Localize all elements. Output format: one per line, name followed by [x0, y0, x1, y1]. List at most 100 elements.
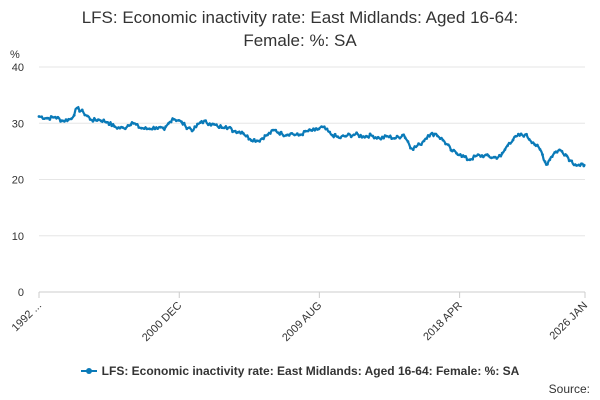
series-point: [349, 135, 353, 139]
series-point: [295, 132, 299, 136]
series-point: [167, 122, 170, 125]
series-point: [325, 127, 329, 131]
series-point: [390, 137, 394, 141]
x-tick-label: 1992 ...: [10, 300, 44, 334]
series-point: [344, 134, 348, 138]
x-tick-label: 2018 APR: [421, 300, 465, 344]
series-point: [455, 151, 458, 155]
series-point: [460, 155, 464, 159]
series-point: [252, 138, 256, 141]
series-point: [51, 115, 54, 119]
series-point: [430, 131, 434, 135]
series-point: [511, 138, 515, 142]
series-point: [476, 153, 480, 157]
series-point: [565, 154, 569, 158]
series-point: [368, 132, 372, 136]
x-tick-label: 2000 DEC: [140, 300, 184, 344]
series-point: [293, 133, 296, 137]
series-point: [471, 157, 474, 161]
series-point: [285, 133, 288, 137]
series-point: [236, 130, 240, 134]
series-point: [88, 118, 92, 121]
series-point: [538, 148, 542, 151]
series-point: [239, 131, 243, 135]
series-line[interactable]: [38, 106, 586, 168]
series-point: [96, 118, 100, 122]
series-point: [422, 139, 426, 143]
series-point: [212, 122, 216, 126]
series-point: [193, 125, 197, 128]
series-point: [196, 122, 199, 126]
series-point: [244, 134, 248, 138]
series-point: [481, 155, 485, 159]
series-layer: [37, 106, 586, 168]
series-point: [94, 118, 97, 122]
series-point: [177, 119, 181, 122]
series-point: [145, 127, 149, 131]
series-point: [570, 159, 574, 163]
series-point: [250, 139, 253, 143]
series-point: [492, 155, 496, 159]
series-point: [411, 148, 415, 152]
series-point: [336, 135, 340, 139]
series-point: [355, 131, 358, 135]
y-tick-label: 40: [12, 62, 24, 74]
series-point: [282, 134, 286, 138]
series-point: [580, 162, 583, 166]
series-point: [401, 133, 404, 137]
series-point: [156, 127, 160, 130]
series-point: [548, 158, 552, 162]
series-point: [495, 157, 499, 160]
series-point: [374, 136, 377, 139]
y-tick-label: 20: [12, 175, 24, 187]
series-point: [449, 148, 453, 152]
series-point: [72, 113, 76, 117]
series-point: [255, 139, 259, 143]
series-point: [274, 128, 278, 132]
series-point: [371, 134, 375, 138]
series-point: [376, 135, 380, 139]
series-point: [137, 126, 141, 129]
series-point: [142, 127, 146, 130]
series-point: [500, 151, 504, 155]
series-point: [541, 153, 544, 157]
series-point: [70, 117, 73, 121]
legend[interactable]: LFS: Economic inactivity rate: East Midl…: [0, 364, 600, 378]
series-point: [75, 106, 79, 110]
series-point: [242, 132, 245, 135]
series-point: [91, 119, 95, 123]
series-point: [304, 129, 307, 133]
series-point: [519, 132, 523, 136]
series-point: [333, 132, 337, 136]
series-point: [366, 135, 369, 139]
series-point: [78, 110, 81, 113]
series-point: [382, 136, 385, 140]
series-point: [225, 127, 229, 131]
series-point: [126, 124, 130, 127]
series-point: [115, 126, 119, 130]
series-point: [102, 118, 106, 122]
series-point: [153, 127, 157, 131]
series-point: [271, 128, 275, 132]
series-point: [317, 127, 321, 131]
series-point: [40, 115, 44, 119]
series-point: [228, 125, 232, 129]
series-point: [506, 144, 509, 148]
series-point: [508, 142, 512, 145]
series-point: [341, 134, 345, 138]
series-point: [301, 133, 305, 137]
series-point: [298, 133, 302, 137]
x-tick-label: 2026 JAN: [547, 300, 590, 343]
series-point: [417, 142, 420, 146]
series-point: [118, 126, 122, 130]
series-point: [582, 164, 586, 168]
y-axis-label: %: [10, 49, 20, 61]
series-point: [182, 121, 186, 125]
series-point: [428, 134, 431, 138]
series-point: [395, 134, 399, 138]
y-tick-label: 0: [18, 287, 24, 299]
series-point: [487, 154, 491, 158]
series-point: [433, 132, 437, 136]
series-point: [190, 129, 194, 133]
